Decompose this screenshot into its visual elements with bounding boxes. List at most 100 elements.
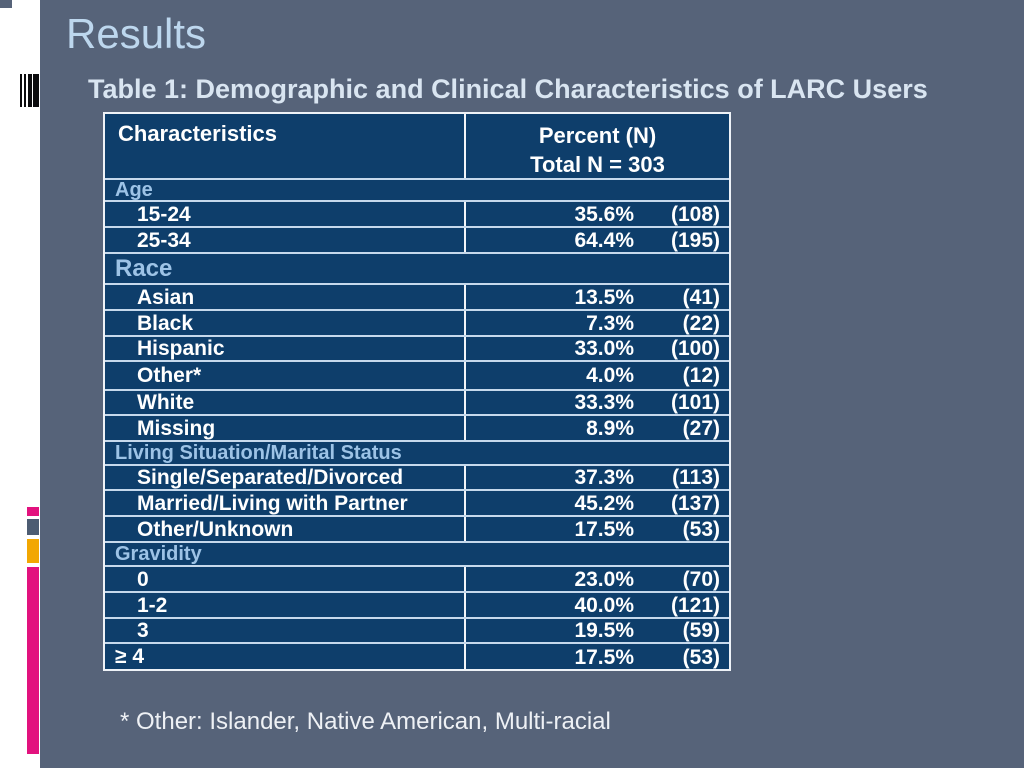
percent-value: 17.5% [574,646,634,669]
section-label: Age [115,179,153,201]
row-value: 4.0% (12) [466,362,729,389]
barcode-bar [20,74,22,107]
section-row: Living Situation/Marital Status [105,440,729,464]
row-label: Married/Living with Partner [105,491,466,515]
section-row: Age [105,178,729,200]
table-row: 3 19.5% (59) [105,617,729,642]
column-header-characteristics: Characteristics [105,114,466,178]
row-value: 19.5% (59) [466,619,729,642]
table-row: Black 7.3% (22) [105,309,729,335]
row-label: 1-2 [105,593,466,617]
percent-value: 33.0% [574,337,634,360]
yellow-square [27,539,39,563]
row-value: 35.6% (108) [466,202,729,226]
section-row: Race [105,252,729,283]
n-value: (41) [682,285,720,309]
n-value: (101) [670,391,720,414]
row-label: 0 [105,567,466,591]
percent-value: 19.5% [574,619,634,642]
n-value: (100) [670,337,720,360]
percent-value: 35.6% [574,202,634,226]
n-value: (195) [670,228,720,252]
table-header-row: Characteristics Percent (N) Total N = 30… [105,114,729,178]
table-row: Missing 8.9% (27) [105,414,729,440]
table-row: White 33.3% (101) [105,389,729,414]
row-value: 7.3% (22) [466,311,729,335]
row-label: 25-34 [105,228,466,252]
row-value: 40.0% (121) [466,593,729,617]
table-row: ≥ 4 17.5% (53) [105,642,729,669]
row-value: 8.9% (27) [466,416,729,440]
n-value: (121) [670,593,720,617]
percent-header-line1: Percent (N) [538,123,657,148]
row-value: 13.5% (41) [466,285,729,309]
n-value: (113) [672,466,720,489]
barcode-icon [20,74,39,107]
n-value: (53) [682,646,720,669]
slate-square [27,519,39,535]
percent-header-line2: Total N = 303 [530,152,665,178]
n-value: (12) [682,364,720,387]
percent-value: 8.9% [586,416,634,440]
section-label: Gravidity [115,543,202,565]
percent-value: 4.0% [586,364,634,387]
section-row: Gravidity [105,541,729,565]
pink-bar [27,567,39,754]
footnote: * Other: Islander, Native American, Mult… [120,708,611,735]
table-row: Hispanic 33.0% (100) [105,335,729,360]
barcode-gap [26,74,28,107]
row-label: Missing [105,416,466,440]
table-row: Other* 4.0% (12) [105,360,729,389]
n-value: (108) [670,202,720,226]
row-value: 33.0% (100) [466,337,729,360]
row-label: ≥ 4 [105,644,466,669]
row-label: Black [105,311,466,335]
page-title: Results [66,10,207,57]
row-label: 3 [105,619,466,642]
row-label: Hispanic [105,337,466,360]
table-caption: Table 1: Demographic and Clinical Charac… [88,74,928,104]
table-row: 1-2 40.0% (121) [105,591,729,617]
percent-value: 45.2% [574,491,634,515]
n-value: (59) [682,619,720,642]
n-value: (53) [682,517,720,541]
pink-square [27,507,39,516]
percent-value: 40.0% [574,593,634,617]
table-row: 15-24 35.6% (108) [105,200,729,226]
barcode-bar [33,74,39,107]
demographics-table: Characteristics Percent (N) Total N = 30… [103,112,731,671]
column-header-percent: Percent (N) Total N = 303 [466,114,729,178]
n-value: (27) [682,416,720,440]
table-row: 25-34 64.4% (195) [105,226,729,252]
n-value: (70) [682,567,720,591]
table-row: Asian 13.5% (41) [105,283,729,309]
percent-value: 17.5% [574,517,634,541]
percent-value: 64.4% [574,228,634,252]
n-value: (22) [682,311,720,335]
percent-value: 13.5% [574,285,634,309]
barcode-gap [22,74,24,107]
row-value: 33.3% (101) [466,391,729,414]
row-value: 45.2% (137) [466,491,729,515]
table-row: 0 23.0% (70) [105,565,729,591]
section-label: Race [115,254,173,282]
barcode-bar [28,74,32,107]
table-row: Single/Separated/Divorced 37.3% (113) [105,464,729,489]
row-label: Asian [105,285,466,309]
table-body: Age 15-24 35.6% (108) 25-34 64.4% (195) Race Asi… [105,178,729,669]
percent-value: 23.0% [574,567,634,591]
barcode-bar [24,74,26,107]
barcode-gap [32,74,33,107]
row-label: White [105,391,466,414]
percent-value: 37.3% [574,466,634,489]
corner-notch [0,0,12,8]
section-label: Living Situation/Marital Status [115,442,402,464]
row-value: 17.5% (53) [466,644,729,669]
row-value: 23.0% (70) [466,567,729,591]
row-label: Single/Separated/Divorced [105,466,466,489]
percent-value: 33.3% [574,391,634,414]
row-value: 37.3% (113) [466,466,729,489]
row-label: 15-24 [105,202,466,226]
n-value: (137) [670,491,720,515]
